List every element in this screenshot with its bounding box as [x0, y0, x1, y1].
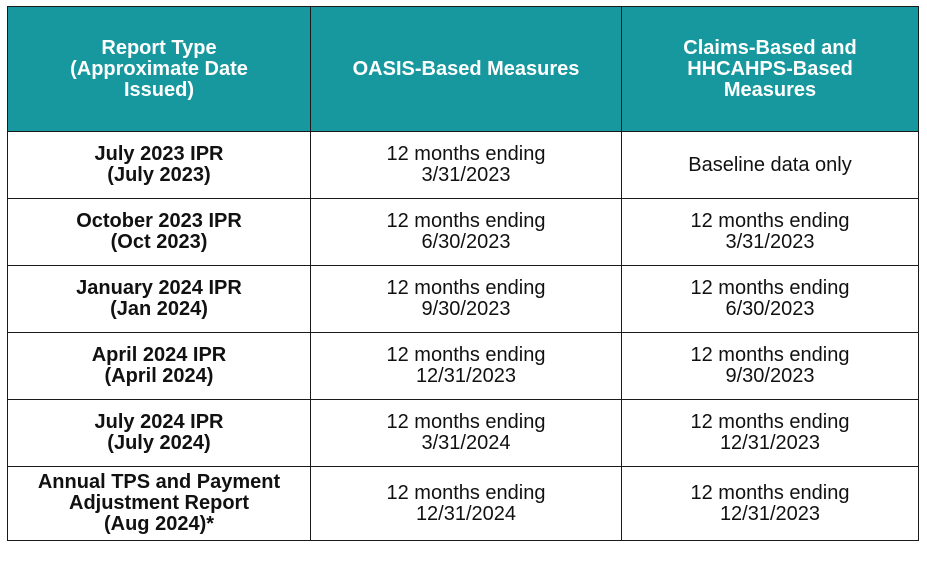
cell-text-line: 12 months ending — [386, 411, 546, 433]
cell-text-line: Annual TPS and Payment — [37, 471, 281, 493]
cell-text-line: 12 months ending — [386, 277, 546, 299]
cell-text-line: Baseline data only — [688, 153, 852, 176]
table-row: July 2023 IPR (July 2023) 12 months endi… — [7, 131, 919, 199]
header-oasis-measures: OASIS-Based Measures — [310, 6, 622, 132]
header-text-line: Measures — [723, 78, 817, 101]
table-row: Annual TPS and Payment Adjustment Report… — [7, 466, 919, 541]
claims-cell: 12 months ending 12/31/2023 — [621, 399, 919, 467]
claims-cell: 12 months ending 12/31/2023 — [621, 466, 919, 541]
header-text-line: Report Type — [101, 36, 217, 59]
report-type-cell: October 2023 IPR (Oct 2023) — [7, 198, 311, 266]
cell-text-line: July 2023 IPR — [94, 143, 224, 165]
header-row: Report Type (Approximate Date Issued) OA… — [7, 6, 919, 132]
cell-text-line: 12 months ending — [386, 344, 546, 366]
cell-text-line: 12/31/2023 — [719, 502, 821, 525]
cell-text-line: 12 months ending — [690, 277, 850, 299]
header-text-line: Claims-Based and — [683, 36, 857, 59]
cell-text-line: 12 months ending — [690, 344, 850, 366]
header-claims-hhcahps-measures: Claims-Based and HHCAHPS-Based Measures — [621, 6, 919, 132]
cell-text-line: 12 months ending — [386, 143, 546, 165]
header-text-line: OASIS-Based Measures — [352, 57, 580, 80]
cell-text-line: 12 months ending — [690, 210, 850, 232]
cell-text-line: 12/31/2023 — [415, 365, 517, 387]
claims-cell: 12 months ending 3/31/2023 — [621, 198, 919, 266]
cell-text-line: (Oct 2023) — [110, 231, 208, 253]
report-type-cell: July 2024 IPR (July 2024) — [7, 399, 311, 467]
oasis-cell: 12 months ending 9/30/2023 — [310, 265, 622, 333]
cell-text-line: 3/31/2023 — [421, 164, 511, 186]
cell-text-line: (Aug 2024)* — [103, 513, 215, 535]
cell-text-line: 6/30/2023 — [725, 298, 815, 320]
table-header: Report Type (Approximate Date Issued) OA… — [7, 6, 919, 132]
cell-text-line: 12/31/2024 — [415, 502, 517, 525]
cell-text-line: 12 months ending — [386, 210, 546, 232]
cell-text-line: Adjustment Report — [69, 492, 249, 514]
cell-text-line: July 2024 IPR — [94, 411, 224, 433]
claims-cell: 12 months ending 6/30/2023 — [621, 265, 919, 333]
cell-text-line: 12/31/2023 — [719, 432, 821, 454]
cell-text-line: 6/30/2023 — [421, 231, 511, 253]
cell-text-line: 9/30/2023 — [725, 365, 815, 387]
table-row: July 2024 IPR (July 2024) 12 months endi… — [7, 399, 919, 467]
cell-text-line: 12 months ending — [690, 411, 850, 433]
header-text-line: Issued) — [123, 78, 195, 101]
header-text-line: HHCAHPS-Based — [687, 57, 853, 80]
claims-cell: 12 months ending 9/30/2023 — [621, 332, 919, 400]
oasis-cell: 12 months ending 12/31/2024 — [310, 466, 622, 541]
claims-cell: Baseline data only — [621, 131, 919, 199]
report-type-cell: July 2023 IPR (July 2023) — [7, 131, 311, 199]
cell-text-line: 12 months ending — [690, 481, 850, 504]
oasis-cell: 12 months ending 6/30/2023 — [310, 198, 622, 266]
report-type-cell: April 2024 IPR (April 2024) — [7, 332, 311, 400]
table-row: October 2023 IPR (Oct 2023) 12 months en… — [7, 198, 919, 266]
oasis-cell: 12 months ending 3/31/2024 — [310, 399, 622, 467]
oasis-cell: 12 months ending 12/31/2023 — [310, 332, 622, 400]
cell-text-line: 3/31/2023 — [725, 231, 815, 253]
report-schedule-table: Report Type (Approximate Date Issued) OA… — [7, 6, 919, 541]
report-schedule-table-wrapper: Report Type (Approximate Date Issued) OA… — [7, 6, 919, 541]
table-row: April 2024 IPR (April 2024) 12 months en… — [7, 332, 919, 400]
oasis-cell: 12 months ending 3/31/2023 — [310, 131, 622, 199]
cell-text-line: (Jan 2024) — [110, 298, 208, 320]
table-body: July 2023 IPR (July 2023) 12 months endi… — [7, 131, 919, 541]
cell-text-line: (July 2024) — [107, 432, 211, 454]
cell-text-line: (July 2023) — [107, 164, 211, 186]
table-row: January 2024 IPR (Jan 2024) 12 months en… — [7, 265, 919, 333]
cell-text-line: October 2023 IPR — [76, 210, 242, 232]
report-type-cell: January 2024 IPR (Jan 2024) — [7, 265, 311, 333]
cell-text-line: January 2024 IPR — [76, 277, 242, 299]
cell-text-line: April 2024 IPR — [91, 344, 227, 366]
header-text-line: (Approximate Date — [70, 57, 248, 80]
report-type-cell: Annual TPS and Payment Adjustment Report… — [7, 466, 311, 541]
cell-text-line: 3/31/2024 — [421, 432, 511, 454]
cell-text-line: 9/30/2023 — [421, 298, 511, 320]
header-report-type: Report Type (Approximate Date Issued) — [7, 6, 311, 132]
cell-text-line: 12 months ending — [386, 481, 546, 504]
cell-text-line: (April 2024) — [104, 365, 214, 387]
